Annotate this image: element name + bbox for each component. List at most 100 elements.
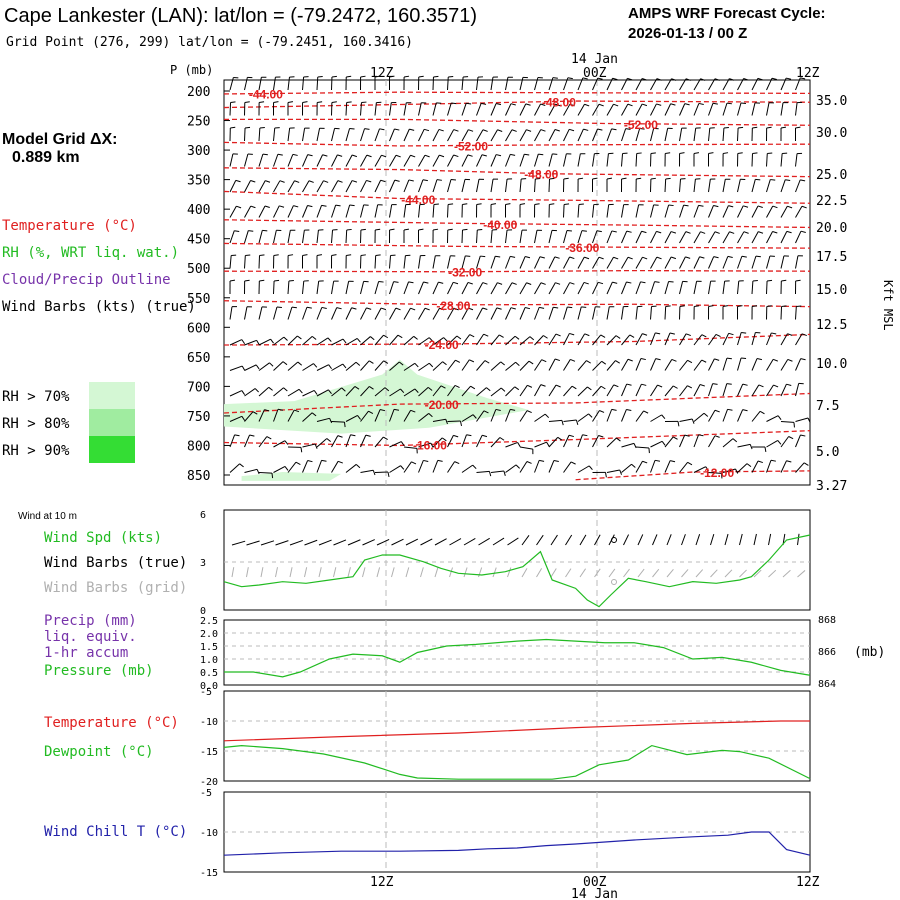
wind-barb bbox=[287, 335, 298, 346]
wind-barb bbox=[316, 438, 328, 448]
wind-barb-flag bbox=[752, 305, 758, 307]
bottom-tick-12z-b: 12Z bbox=[796, 875, 820, 890]
wind-barb-flag bbox=[708, 152, 714, 154]
wind-barb bbox=[302, 230, 305, 244]
wind-barb-flag bbox=[526, 410, 532, 414]
wind-barb-flag bbox=[515, 464, 520, 469]
wind-barb-flag bbox=[481, 102, 487, 105]
wind-barb bbox=[563, 153, 567, 167]
wind-barb-flag bbox=[770, 459, 776, 462]
wind-barb-flag bbox=[440, 385, 446, 389]
wind-barb bbox=[693, 434, 699, 448]
wind-barb bbox=[708, 78, 716, 91]
wind-barb-flag bbox=[270, 338, 274, 344]
wind-barb bbox=[708, 256, 715, 269]
wind-barb bbox=[418, 442, 432, 448]
wind-barb-flag bbox=[699, 384, 705, 387]
wind-barb bbox=[635, 410, 644, 422]
wind-barb bbox=[331, 230, 334, 244]
wind-barb-flag bbox=[469, 359, 475, 363]
wind-barb bbox=[432, 307, 440, 320]
wind-barb-flag bbox=[395, 307, 401, 311]
wind-barb bbox=[229, 153, 234, 167]
p2-tick-label: 6 bbox=[200, 510, 206, 521]
wind-barb-flag bbox=[641, 230, 647, 234]
wind-barb bbox=[287, 180, 295, 193]
wind-barb-flag bbox=[767, 152, 773, 155]
wind-barb bbox=[258, 409, 265, 422]
wind-barb bbox=[519, 129, 527, 142]
wind-barb bbox=[563, 204, 565, 218]
wind-barb-flag bbox=[438, 281, 444, 284]
wind-barb bbox=[606, 306, 610, 320]
bottom-date-label: 14 Jan bbox=[571, 887, 618, 900]
wind-barb bbox=[737, 357, 742, 371]
wind-barb bbox=[679, 231, 687, 244]
wind-barb-flag bbox=[772, 205, 778, 209]
pressure-right-tick: 864 bbox=[818, 679, 836, 690]
wind-barb-flag bbox=[350, 434, 356, 437]
legend-pressure: Pressure (mb) bbox=[44, 663, 154, 679]
wind-barb-flag bbox=[302, 101, 308, 103]
wind-barb bbox=[519, 230, 523, 244]
wind-barb bbox=[331, 387, 342, 397]
wind-barb bbox=[432, 129, 440, 142]
wind-barb-true bbox=[333, 539, 347, 546]
wind-barb-true bbox=[405, 538, 419, 546]
wind-barb-flag bbox=[641, 78, 648, 81]
cross-section-panel: -44.00 -48.00 -52.00 -52.00 -48.00 -44.00 -40.… bbox=[187, 75, 847, 494]
wind-barb bbox=[360, 336, 371, 346]
wind-barb-flag bbox=[557, 436, 563, 441]
wind-barb bbox=[447, 461, 456, 473]
wind-barb bbox=[621, 230, 628, 244]
wind-barb bbox=[606, 230, 613, 244]
wind-barb-flag bbox=[364, 128, 370, 130]
wind-barb bbox=[519, 154, 525, 167]
wind-barb bbox=[244, 127, 246, 142]
wind-barb bbox=[418, 255, 421, 269]
wind-barb bbox=[664, 128, 669, 142]
wind-barb-true bbox=[347, 539, 361, 546]
wind-barb bbox=[751, 205, 759, 218]
wind-barb-true bbox=[304, 539, 318, 546]
wind-barb bbox=[693, 466, 706, 473]
wind-barb-flag bbox=[752, 280, 758, 282]
wind-barb bbox=[606, 335, 617, 346]
rh80-swatch bbox=[89, 409, 135, 436]
wind-barb bbox=[505, 409, 511, 422]
wind-barb-flag bbox=[583, 128, 589, 131]
wind-barb bbox=[577, 360, 587, 371]
wind-barb-flag bbox=[657, 384, 663, 388]
wind-barb-flag bbox=[313, 363, 318, 368]
wind-barb-flag bbox=[366, 179, 372, 183]
wind-barb-flag bbox=[400, 465, 405, 470]
wind-barb-grid bbox=[782, 569, 791, 578]
wind-barb-flag bbox=[321, 459, 327, 462]
wind-barb bbox=[548, 230, 553, 244]
temperature-contour-2 bbox=[224, 118, 811, 126]
wind-barb bbox=[432, 361, 443, 371]
wind-barb bbox=[780, 383, 787, 397]
wind-barb-flag bbox=[654, 459, 661, 462]
wind-barb-flag bbox=[428, 413, 433, 418]
wind-barb-flag bbox=[626, 408, 632, 412]
wind-barb-true bbox=[362, 539, 375, 546]
wind-barb bbox=[403, 204, 407, 218]
wind-barb bbox=[360, 204, 365, 218]
wind-barb bbox=[490, 307, 498, 320]
wind-barb-flag bbox=[490, 203, 497, 205]
wind-barb-flag bbox=[777, 415, 782, 421]
wind-barb-flag bbox=[241, 365, 246, 371]
wind-barb bbox=[563, 282, 571, 295]
wind-barb bbox=[635, 358, 642, 371]
wind-barb-flag bbox=[259, 279, 265, 282]
wind-barb bbox=[780, 333, 788, 346]
height-tick-label: 3.27 bbox=[816, 479, 847, 494]
height-tick-label: 12.5 bbox=[816, 318, 847, 333]
wind-barb bbox=[592, 410, 600, 422]
wind-barb-flag bbox=[661, 441, 666, 446]
wind-barb-flag bbox=[571, 385, 577, 390]
wind-barb-flag bbox=[413, 335, 418, 340]
wind-barb bbox=[447, 204, 449, 218]
height-tick-label: 17.5 bbox=[816, 250, 847, 265]
